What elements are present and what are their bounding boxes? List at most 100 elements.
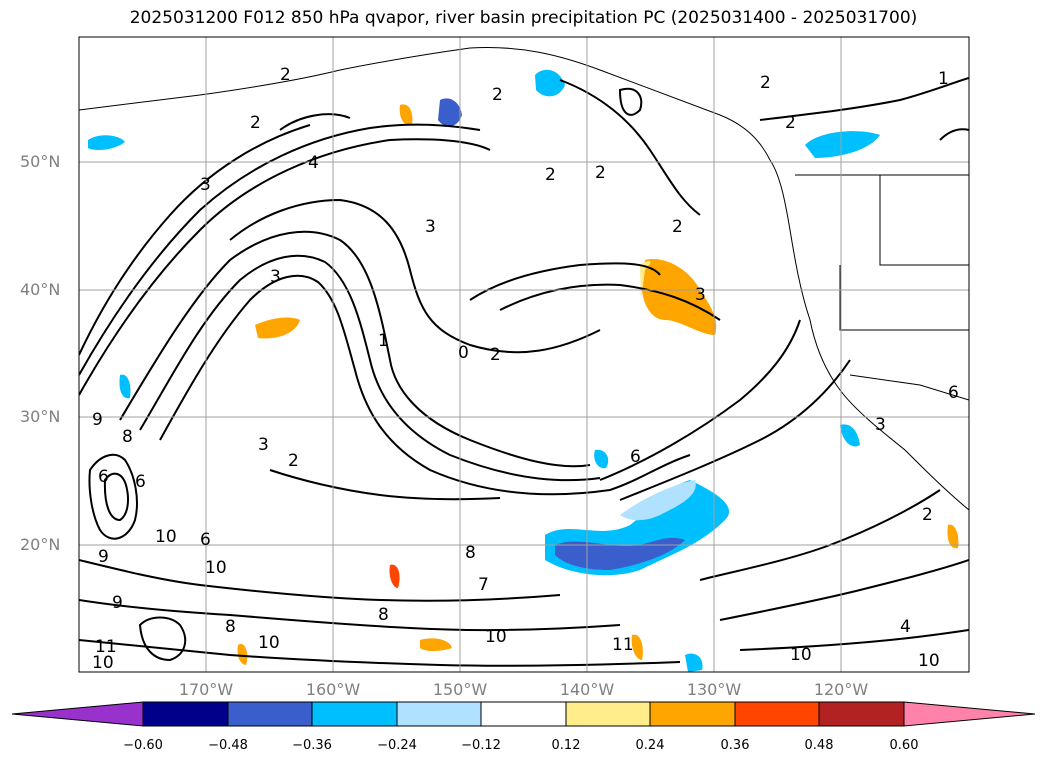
map-title: 2025031200 F012 850 hPa qvapor, river ba…	[129, 8, 918, 28]
contour-label: 2	[922, 505, 933, 525]
colorbar-tick-label: −0.36	[292, 738, 332, 753]
colorbar-bin	[734, 701, 820, 727]
precip-blue-8	[119, 374, 131, 399]
precip-orange-2	[399, 104, 413, 126]
contour-label: 6	[630, 447, 641, 467]
precip-blue-7	[594, 449, 609, 469]
contour-label: 2	[280, 65, 291, 85]
precip-shading	[88, 69, 959, 672]
colorbar-bin	[227, 701, 313, 727]
contour-label: 10	[205, 558, 227, 578]
contour-label: 3	[425, 217, 436, 237]
contour-label: 8	[465, 543, 476, 563]
contour-label: 3	[270, 267, 281, 287]
contour-label: 10	[155, 527, 177, 547]
contour-label: 6	[135, 472, 146, 492]
contour-label: 2	[545, 165, 556, 185]
contour-label: 11	[95, 637, 117, 657]
colorbar-bin	[311, 701, 398, 727]
colorbar	[11, 701, 1036, 727]
contour-label: 2	[785, 113, 796, 133]
lon-label: 170°W	[178, 680, 234, 699]
contour-label: 4	[308, 153, 319, 173]
contour-label: 2	[490, 345, 501, 365]
contour-label: 3	[875, 415, 886, 435]
contour-label: 3	[258, 435, 269, 455]
map-border	[78, 36, 970, 673]
lon-label: 140°W	[559, 680, 615, 699]
contour-label: 6	[98, 467, 109, 487]
lon-label: 160°W	[305, 680, 361, 699]
contour-label: 1	[938, 69, 949, 89]
contour-label: 7	[478, 575, 489, 595]
lat-label: 40°N	[20, 280, 61, 299]
contour-label: 10	[485, 627, 507, 647]
contour-label: 2	[250, 113, 261, 133]
precip-orange-1	[255, 317, 300, 339]
precip-blue-n2	[535, 69, 565, 97]
precip-orange-area	[641, 259, 717, 335]
contour-label: 3	[695, 285, 706, 305]
precip-blue-light	[620, 480, 696, 521]
contour-label: 8	[225, 617, 236, 637]
north-america-coast	[769, 159, 969, 511]
precip-yellow-edge	[640, 260, 651, 300]
colorbar-tick-label: −0.12	[461, 738, 501, 753]
precip-orange-4	[237, 643, 248, 665]
contour-label: 2	[288, 451, 299, 471]
contour-label: 11	[612, 635, 634, 655]
colorbar-tick-label: 0.36	[720, 738, 750, 753]
colorbar-tick-label: −0.60	[123, 738, 163, 753]
contour-label: 10	[92, 653, 114, 673]
colorbar-tick-label: −0.48	[208, 738, 248, 753]
contour-label: 10	[790, 645, 812, 665]
colorbar-tick-label: 0.12	[551, 738, 581, 753]
colorbar-tick-label: 0.48	[804, 738, 834, 753]
colorbar-bin	[565, 701, 651, 727]
colorbar-extend-right	[903, 701, 1036, 727]
contour-label: 3	[200, 175, 211, 195]
lat-label: 20°N	[20, 535, 61, 554]
colorbar-extend-left	[11, 701, 144, 727]
lon-label: 120°W	[813, 680, 869, 699]
contour-label: 2	[760, 73, 771, 93]
precip-blue-nw	[88, 135, 125, 150]
graticule	[79, 37, 969, 672]
contour-label: 6	[200, 530, 211, 550]
contour-label: 9	[92, 410, 103, 430]
contour-label: 10	[918, 651, 940, 671]
colorbar-tick-label: 0.60	[889, 738, 919, 753]
precip-orange-5	[420, 638, 452, 651]
colorbar-bin	[818, 701, 905, 727]
precip-orange-3	[389, 564, 400, 588]
contour-label: 0	[458, 343, 469, 363]
precip-blue-6	[840, 424, 860, 447]
contour-label: 6	[948, 383, 959, 403]
lon-label: 130°W	[686, 680, 742, 699]
lat-label: 50°N	[20, 152, 61, 171]
colorbar-bin	[480, 701, 567, 727]
colorbar-bin	[649, 701, 736, 727]
mexico-border	[849, 374, 969, 401]
precip-orange-7	[631, 634, 643, 660]
state-border-2	[839, 265, 969, 331]
colorbar-tick-label: 0.24	[635, 738, 665, 753]
precip-blue-n	[438, 98, 462, 127]
alaska-coast	[79, 47, 771, 161]
contour-label: 9	[98, 547, 109, 567]
contour-label: 4	[900, 617, 911, 637]
colorbar-bin	[396, 701, 482, 727]
contour-label: 2	[492, 85, 503, 105]
contour-label: 8	[378, 605, 389, 625]
contour-label: 10	[258, 633, 280, 653]
precip-blue-ne	[805, 131, 880, 158]
precip-orange-6	[947, 524, 959, 549]
qvapor-contours	[79, 77, 969, 667]
contour-labels: 2 1 2 2 4 3 3 3 1 2 2 2 2 2 3 0 2 6 9 8 …	[92, 65, 959, 673]
contour-label: 2	[672, 217, 683, 237]
lon-label: 150°W	[432, 680, 488, 699]
colorbar-tick-label: −0.24	[377, 738, 417, 753]
contour-label: 9	[112, 593, 123, 613]
contour-label: 8	[122, 427, 133, 447]
